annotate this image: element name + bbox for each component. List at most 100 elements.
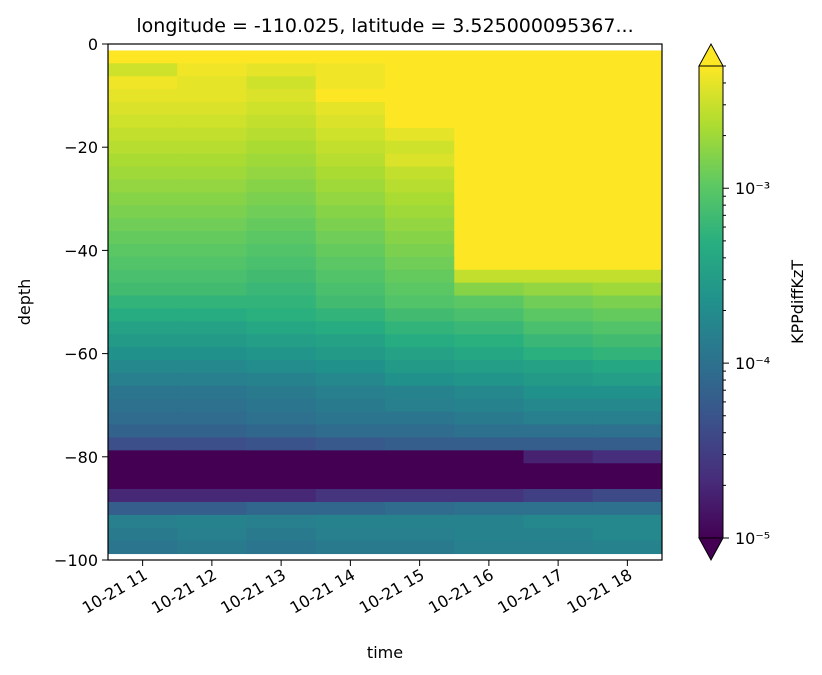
heatmap-cell: [454, 527, 524, 542]
heatmap-cell: [523, 166, 594, 180]
heatmap-cell: [108, 295, 178, 309]
heatmap-cell: [592, 360, 663, 374]
heatmap-cell: [523, 360, 594, 374]
heatmap-cell: [108, 501, 178, 516]
heatmap-cell: [108, 347, 178, 361]
heatmap-cell: [246, 243, 317, 258]
heatmap-cell: [592, 282, 663, 297]
heatmap-cell: [246, 153, 317, 168]
heatmap-cell: [246, 321, 317, 335]
heatmap-cell: [454, 334, 524, 348]
heatmap-cell: [523, 127, 594, 142]
heatmap-cell: [592, 127, 663, 142]
heatmap-cell: [177, 424, 247, 438]
heatmap-cell: [523, 463, 594, 477]
heatmap-cell: [454, 102, 524, 116]
heatmap-cell: [454, 437, 524, 451]
heatmap-cell: [177, 463, 247, 477]
heatmap-cell: [454, 76, 524, 90]
heatmap-cell: [315, 527, 386, 542]
heatmap-cell: [523, 89, 594, 103]
heatmap-cell: [385, 76, 455, 90]
heatmap-cell: [315, 385, 386, 400]
heatmap-cell: [108, 243, 178, 258]
heatmap-cell: [523, 243, 594, 258]
heatmap-cell: [592, 205, 663, 219]
heatmap-cell: [315, 269, 386, 284]
plot-frame: [107, 43, 663, 561]
heatmap-cell: [592, 192, 663, 206]
heatmap-cell: [523, 308, 594, 322]
heatmap-cell: [523, 347, 594, 361]
heatmap-cell: [523, 514, 594, 529]
heatmap-cell: [108, 514, 178, 529]
heatmap-cell: [454, 514, 524, 529]
heatmap-cell: [177, 476, 247, 490]
heatmap-cell: [592, 540, 663, 555]
heatmap-cell: [177, 527, 247, 542]
heatmap-cell: [108, 269, 178, 284]
heatmap-cell: [385, 514, 455, 529]
heatmap-cell: [523, 153, 594, 168]
heatmap-cell: [385, 205, 455, 219]
heatmap-cell: [108, 372, 178, 387]
heatmap-cell: [523, 489, 594, 503]
heatmap-cell: [177, 372, 247, 387]
heatmap-cell: [315, 398, 386, 413]
colorbar-gradient: [699, 66, 723, 538]
heatmap-cell: [315, 89, 386, 103]
heatmap-cell: [315, 540, 386, 555]
heatmap-cell: [385, 308, 455, 322]
heatmap-cell: [385, 398, 455, 413]
heatmap-cell: [246, 192, 317, 206]
heatmap-cell: [246, 179, 317, 193]
heatmap-cells: [108, 50, 663, 555]
heatmap-cell: [454, 256, 524, 271]
heatmap-cell: [385, 192, 455, 206]
heatmap-cell: [592, 231, 663, 245]
heatmap-cell: [315, 50, 386, 64]
heatmap-cell: [246, 527, 317, 542]
heatmap-cell: [592, 140, 663, 155]
heatmap-cell: [454, 166, 524, 180]
heatmap-cell: [246, 385, 317, 400]
heatmap-cell: [177, 411, 247, 426]
heatmap-cell: [177, 63, 247, 77]
heatmap-cell: [592, 256, 663, 271]
heatmap-cell: [454, 127, 524, 142]
heatmap-cell: [454, 489, 524, 503]
heatmap-cell: [454, 89, 524, 103]
x-tick-label: 10-21 18: [564, 565, 636, 617]
heatmap-cell: [385, 140, 455, 155]
heatmap-cell: [108, 411, 178, 426]
heatmap-cell: [246, 501, 317, 516]
heatmap-cell: [523, 76, 594, 90]
heatmap-cell: [592, 166, 663, 180]
heatmap-cell: [177, 166, 247, 180]
heatmap-cell: [246, 231, 317, 245]
heatmap-cell: [246, 295, 317, 309]
heatmap-cell: [592, 450, 663, 464]
heatmap-cell: [108, 308, 178, 322]
heatmap-cell: [523, 321, 594, 335]
heatmap-cell: [523, 231, 594, 245]
y-tick-label: −20: [64, 138, 98, 157]
heatmap-cell: [246, 269, 317, 284]
heatmap-cell: [108, 179, 178, 193]
heatmap-cell: [108, 437, 178, 451]
heatmap-cell: [315, 179, 386, 193]
heatmap-cell: [454, 411, 524, 426]
heatmap-cell: [246, 489, 317, 503]
heatmap-cell: [246, 360, 317, 374]
heatmap-cell: [454, 63, 524, 77]
x-tick-label: 10-21 17: [494, 565, 566, 617]
heatmap-cell: [592, 102, 663, 116]
heatmap-cell: [315, 102, 386, 116]
heatmap-cell: [246, 437, 317, 451]
y-tick-label: −100: [54, 551, 98, 570]
heatmap-cell: [315, 218, 386, 232]
heatmap-cell: [246, 127, 317, 142]
heatmap-cell: [592, 243, 663, 258]
